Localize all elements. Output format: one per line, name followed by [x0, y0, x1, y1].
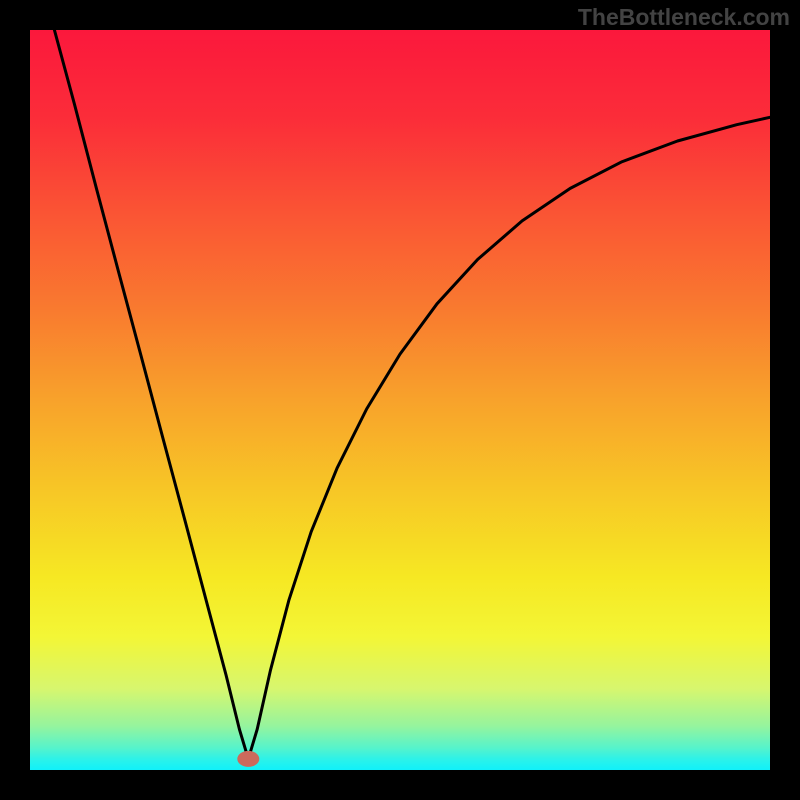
chart-background: [30, 30, 770, 770]
optimal-marker: [237, 751, 259, 767]
watermark-label: TheBottleneck.com: [578, 4, 790, 31]
chart-container: TheBottleneck.com: [0, 0, 800, 800]
bottleneck-chart: [0, 0, 800, 800]
